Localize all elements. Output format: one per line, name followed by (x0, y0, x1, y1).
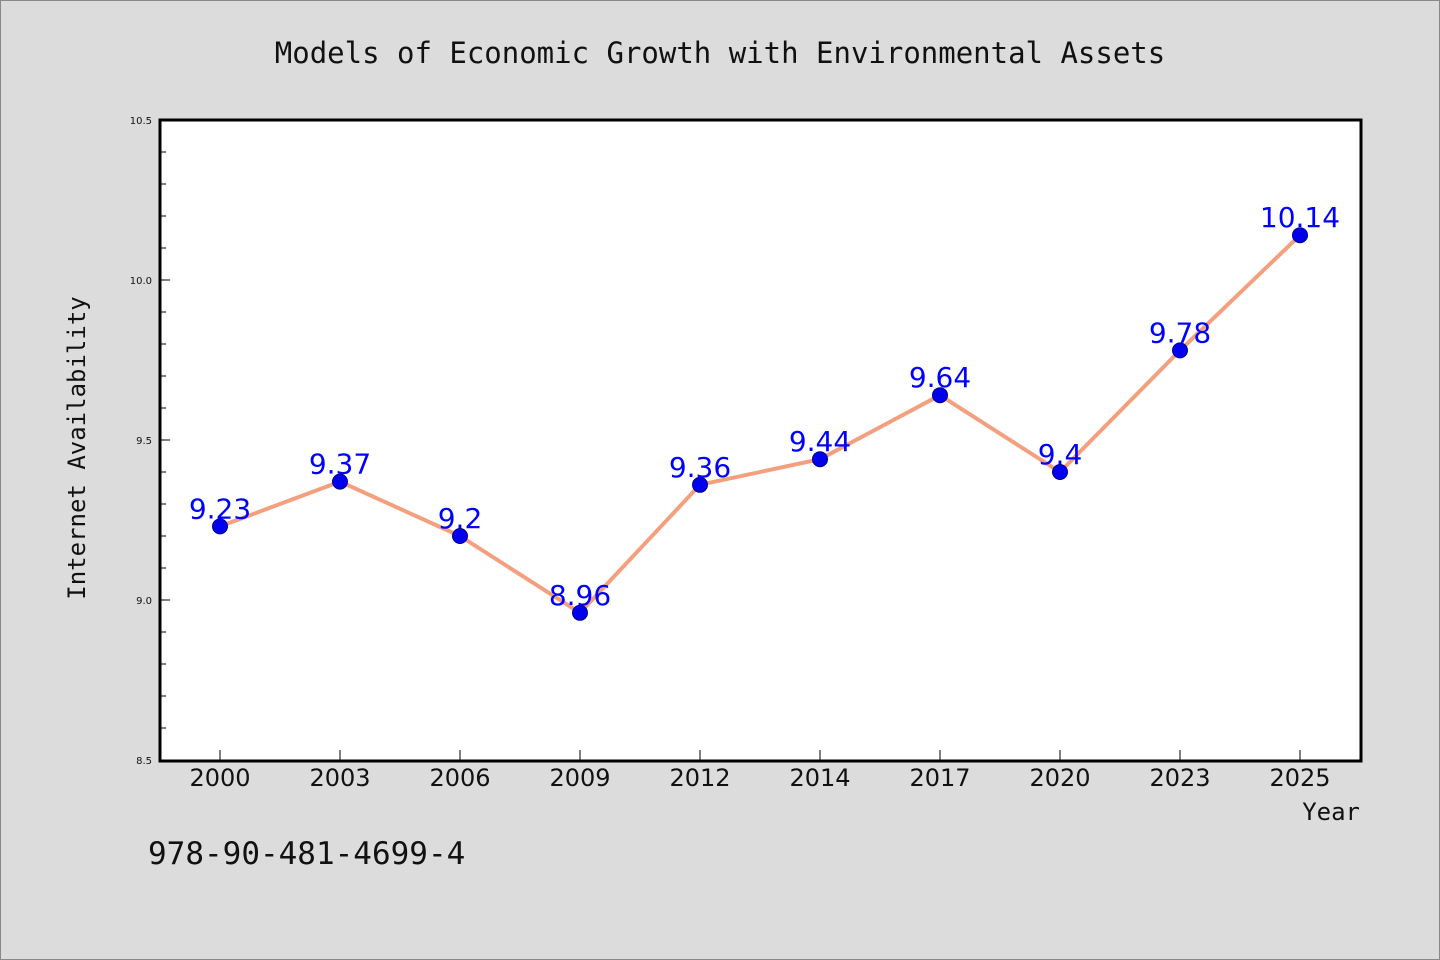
x-tick-label: 2023 (1149, 764, 1210, 792)
data-point (212, 518, 228, 535)
x-tick-label: 2006 (429, 764, 490, 792)
x-tick-label: 2025 (1269, 764, 1330, 792)
data-point (1292, 227, 1308, 244)
data-point (452, 528, 468, 544)
x-tick-label: 2014 (789, 764, 850, 792)
x-axis-label: Year (1302, 798, 1360, 826)
x-tick-label: 2000 (189, 764, 250, 792)
data-label: 9.37 (309, 448, 371, 481)
data-label: 9.64 (909, 361, 971, 394)
data-label: 9.44 (789, 425, 851, 458)
data-label: 9.2 (438, 502, 483, 535)
y-tick-label: 10.5 (130, 116, 152, 127)
data-label: 10.14 (1260, 201, 1340, 234)
x-tick-label: 2017 (909, 764, 970, 792)
x-tick-label: 2003 (309, 764, 370, 792)
x-tick-label: 2009 (549, 764, 610, 792)
data-point (1172, 342, 1188, 359)
plot-area (158, 118, 1363, 763)
footnote-isbn: 978-90-481-4699-4 (148, 836, 465, 872)
series-line (218, 233, 1302, 615)
x-tick-label: 2020 (1029, 764, 1090, 792)
data-label: 9.23 (189, 492, 251, 525)
data-label: 9.4 (1038, 438, 1083, 471)
series-layer: 9.23 9.37 9.2 8.96 9.36 9.44 9.64 9.4 9.78 10.14 (189, 201, 1340, 621)
data-point (932, 387, 948, 404)
y-tick-label: 10.0 (130, 276, 152, 287)
data-point (572, 604, 588, 621)
data-label: 9.36 (669, 451, 731, 484)
x-tick-label: 2012 (669, 764, 730, 792)
data-point (332, 473, 348, 490)
data-point (812, 451, 828, 468)
data-label: 9.78 (1149, 316, 1211, 349)
data-point (692, 476, 708, 493)
y-tick-label: 9.0 (136, 596, 152, 607)
chart-title: Models of Economic Growth with Environme… (275, 36, 1165, 70)
x-axis: 2000 2003 2006 2009 2012 2014 2017 2020 2023 2025 (189, 750, 1331, 792)
y-tick-label: 8.5 (136, 756, 152, 767)
data-point (1052, 464, 1068, 480)
data-label: 8.96 (549, 579, 611, 612)
y-tick-label: 9.5 (136, 436, 152, 447)
y-axis-label: Internet Availability (63, 296, 91, 599)
y-axis: 8.5 9.0 9.5 10.0 10.5 (130, 116, 170, 767)
